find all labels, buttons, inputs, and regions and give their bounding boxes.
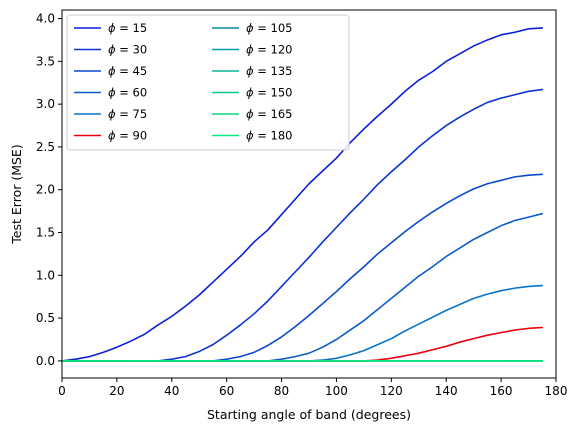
- x-tick-label: 160: [490, 384, 513, 398]
- legend-label: ϕ = 45: [108, 64, 147, 78]
- legend-label: ϕ = 165: [246, 107, 293, 121]
- legend-label: ϕ = 75: [108, 107, 147, 121]
- y-tick-label: 0.5: [36, 311, 55, 325]
- y-tick-label: 0.0: [36, 354, 55, 368]
- y-tick-label: 4.0: [36, 12, 55, 26]
- x-axis-label: Starting angle of band (degrees): [207, 407, 411, 422]
- x-tick-label: 60: [219, 384, 234, 398]
- y-axis-label: Test Error (MSE): [9, 144, 24, 244]
- x-tick-label: 180: [545, 384, 568, 398]
- x-tick-label: 40: [164, 384, 179, 398]
- legend-label: ϕ = 135: [246, 64, 293, 78]
- x-tick-label: 100: [325, 384, 348, 398]
- legend-label: ϕ = 60: [108, 86, 147, 100]
- y-tick-label: 2.0: [36, 183, 55, 197]
- x-tick-label: 140: [435, 384, 458, 398]
- legend-label: ϕ = 120: [246, 43, 293, 57]
- x-axis-ticks: 0 20 40 60 80 100 120 140 160 180: [58, 378, 567, 398]
- legend-box: [66, 14, 350, 151]
- y-tick-label: 3.0: [36, 97, 55, 111]
- y-tick-label: 1.5: [36, 226, 55, 240]
- legend-label: ϕ = 105: [246, 21, 293, 35]
- legend: ϕ = 15 ϕ = 30 ϕ = 45 ϕ = 60 ϕ = 75 ϕ = 90 ϕ = …: [66, 14, 350, 151]
- series-layer: [61, 27, 544, 362]
- x-tick-label: 20: [109, 384, 124, 398]
- x-tick-label: 0: [58, 384, 66, 398]
- legend-label: ϕ = 15: [108, 21, 147, 35]
- legend-label: ϕ = 150: [246, 86, 293, 100]
- y-tick-label: 2.5: [36, 140, 55, 154]
- series-line-1: [61, 27, 544, 362]
- legend-label: ϕ = 180: [246, 129, 293, 143]
- legend-label: ϕ = 90: [108, 129, 147, 143]
- plot-frame: [61, 9, 557, 379]
- x-tick-label: 120: [380, 384, 403, 398]
- x-tick-label: 80: [274, 384, 289, 398]
- y-tick-label: 1.0: [36, 268, 55, 282]
- y-tick-label: 3.5: [36, 54, 55, 68]
- y-axis-ticks: 0.0 0.5 1.0 1.5 2.0 2.5 3.0 3.5 4.0: [36, 12, 62, 368]
- legend-label: ϕ = 30: [108, 43, 147, 57]
